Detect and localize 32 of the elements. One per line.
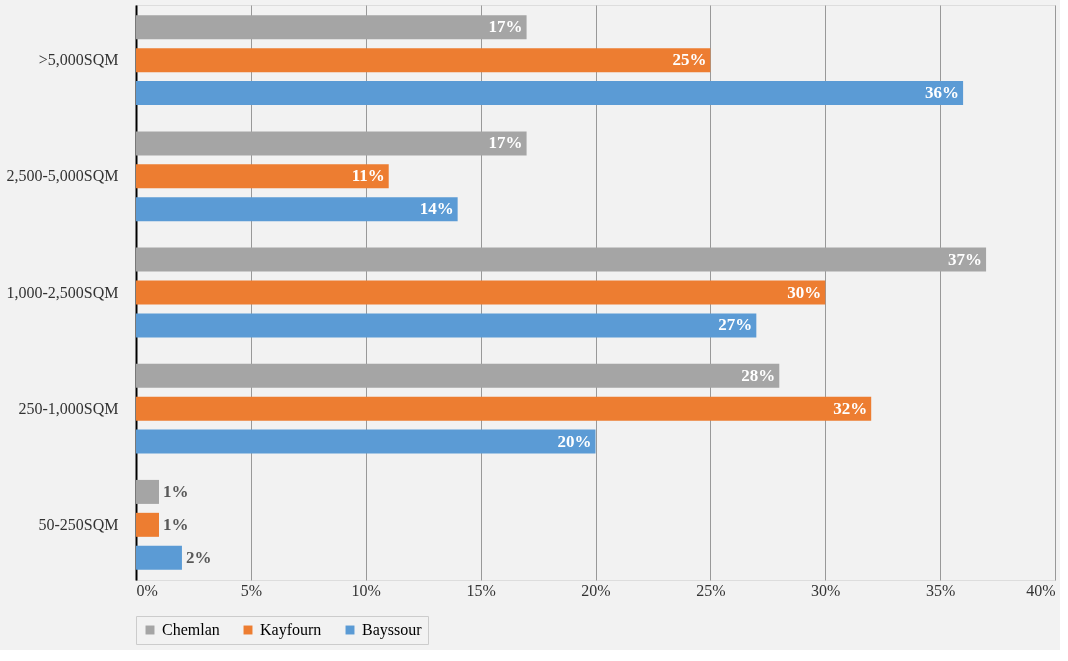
x-tick-label: 0% bbox=[136, 581, 158, 599]
data-label: 27% bbox=[718, 315, 753, 335]
legend-label: Bayssour bbox=[362, 621, 423, 639]
data-label: 32% bbox=[833, 398, 868, 418]
data-label: 1% bbox=[162, 481, 189, 501]
data-label: 14% bbox=[419, 199, 454, 219]
data-label: 37% bbox=[948, 249, 983, 269]
y-tick-label: 2,500-5,000SQM bbox=[6, 167, 119, 185]
x-tick-label: 35% bbox=[925, 581, 956, 599]
data-label: 17% bbox=[488, 133, 523, 153]
data-label: 25% bbox=[672, 50, 707, 70]
y-tick-label: >5,000SQM bbox=[38, 51, 119, 69]
x-tick-label: 30% bbox=[811, 581, 841, 599]
y-tick-label: 50-250SQM bbox=[38, 515, 119, 533]
data-label: 11% bbox=[351, 166, 385, 186]
data-label: 17% bbox=[488, 17, 523, 37]
data-label: 1% bbox=[162, 514, 189, 534]
legend-label: Chemlan bbox=[162, 621, 220, 638]
x-tick-label: 20% bbox=[581, 581, 611, 599]
x-tick-label: 40% bbox=[1026, 581, 1056, 599]
data-label: 28% bbox=[741, 365, 776, 385]
legend-label: Kayfourn bbox=[260, 621, 322, 639]
data-label: 36% bbox=[925, 83, 960, 103]
y-tick-label: 1,000-2,500SQM bbox=[6, 283, 119, 301]
x-tick-label: 15% bbox=[466, 581, 496, 599]
y-tick-label: 250-1,000SQM bbox=[18, 399, 119, 417]
data-label: 2% bbox=[185, 547, 212, 567]
x-tick-label: 25% bbox=[696, 581, 726, 599]
x-tick-label: 5% bbox=[240, 581, 263, 599]
x-tick-label: 10% bbox=[351, 581, 381, 599]
data-label: 20% bbox=[557, 431, 592, 451]
data-label: 30% bbox=[787, 282, 822, 302]
